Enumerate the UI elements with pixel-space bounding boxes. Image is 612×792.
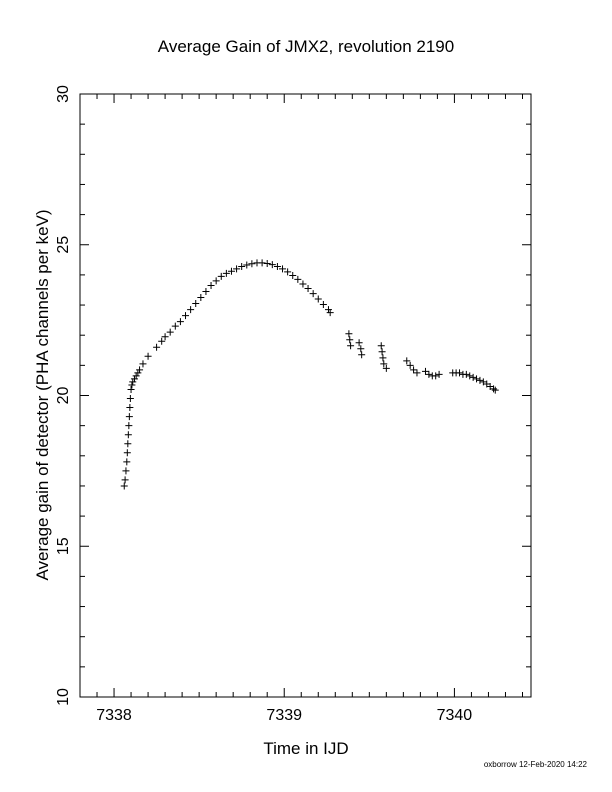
data-point <box>358 351 366 359</box>
data-point <box>144 352 152 360</box>
data-point <box>294 275 302 283</box>
data-point <box>406 361 414 369</box>
data-point <box>319 300 327 308</box>
data-point <box>123 449 131 457</box>
data-point <box>263 259 271 267</box>
data-point <box>243 261 251 269</box>
data-point <box>153 343 161 351</box>
data-point <box>166 328 174 336</box>
y-tick-label: 25 <box>55 236 72 254</box>
data-point <box>380 360 388 368</box>
data-point <box>122 467 130 475</box>
data-point <box>171 322 179 330</box>
data-point <box>182 312 190 320</box>
data-point <box>187 306 195 314</box>
data-point <box>347 342 355 350</box>
data-point <box>490 385 498 393</box>
data-point <box>289 272 297 280</box>
data-point <box>120 482 128 490</box>
data-point <box>309 290 317 298</box>
data-point <box>124 431 132 439</box>
chart-title: Average Gain of JMX2, revolution 2190 <box>158 37 454 56</box>
data-point <box>207 281 215 289</box>
data-point <box>123 458 131 466</box>
data-point <box>139 360 147 368</box>
data-point <box>326 309 334 317</box>
data-point <box>158 337 166 345</box>
data-point <box>473 375 481 383</box>
data-point <box>410 366 418 374</box>
footer-credit: oxborrow 12-Feb-2020 14:22 <box>484 760 588 769</box>
data-point <box>466 372 474 380</box>
data-point <box>192 300 200 308</box>
data-point <box>127 385 135 393</box>
data-point <box>324 306 332 314</box>
data-point <box>314 295 322 303</box>
data-point <box>304 284 312 292</box>
y-tick-label: 15 <box>55 537 72 555</box>
data-point <box>469 373 477 381</box>
y-tick-label: 30 <box>55 85 72 103</box>
data-point <box>176 318 184 326</box>
data-point <box>382 364 390 372</box>
y-axis-label: Average gain of detector (PHA channels p… <box>33 209 52 580</box>
plot-frame <box>79 93 532 698</box>
data-point <box>456 369 464 377</box>
y-axis: 10 15 20 25 30 <box>55 85 531 706</box>
data-point <box>136 366 144 374</box>
data-point <box>238 262 246 270</box>
data-point <box>379 354 387 362</box>
data-point <box>268 261 276 269</box>
data-point <box>476 376 484 384</box>
x-axis-label: Time in IJD <box>263 739 348 758</box>
data-point <box>248 260 256 268</box>
data-point <box>345 330 353 338</box>
x-tick-label: 7338 <box>96 707 132 724</box>
data-point <box>284 268 292 276</box>
data-point <box>491 386 499 394</box>
data-point <box>129 378 137 386</box>
data-point <box>161 333 169 341</box>
y-tick-label: 20 <box>55 387 72 405</box>
data-point <box>299 280 307 288</box>
x-tick-label: 7339 <box>266 707 302 724</box>
data-point <box>279 265 287 273</box>
data-point <box>346 336 354 344</box>
data-point <box>421 367 429 375</box>
data-point <box>432 372 440 380</box>
data-point <box>217 272 225 280</box>
data-point <box>134 369 142 377</box>
data-point <box>197 294 205 302</box>
data-point <box>212 277 220 285</box>
data-point <box>233 265 241 273</box>
data-point <box>435 370 443 378</box>
data-point <box>258 259 266 267</box>
data-point <box>355 339 363 347</box>
data-point <box>377 342 385 350</box>
data-point <box>273 262 281 270</box>
data-point <box>357 345 365 353</box>
x-tick-label: 7340 <box>437 707 473 724</box>
x-axis: 7338 7339 7340 <box>79 94 523 724</box>
data-point <box>462 370 470 378</box>
data-point <box>403 357 411 365</box>
data-point <box>125 413 133 421</box>
data-point <box>132 372 140 380</box>
data-points <box>120 259 499 490</box>
data-point <box>413 369 421 377</box>
data-point <box>130 375 138 383</box>
data-point <box>126 395 134 403</box>
data-point <box>121 476 129 484</box>
data-point <box>128 381 136 389</box>
data-point <box>222 269 230 277</box>
data-point <box>124 440 132 448</box>
data-point <box>125 422 133 430</box>
data-point <box>227 267 235 275</box>
y-tick-label: 10 <box>55 688 72 706</box>
data-point <box>425 370 433 378</box>
data-point <box>378 348 386 356</box>
data-point <box>202 287 210 295</box>
data-point <box>126 404 134 412</box>
